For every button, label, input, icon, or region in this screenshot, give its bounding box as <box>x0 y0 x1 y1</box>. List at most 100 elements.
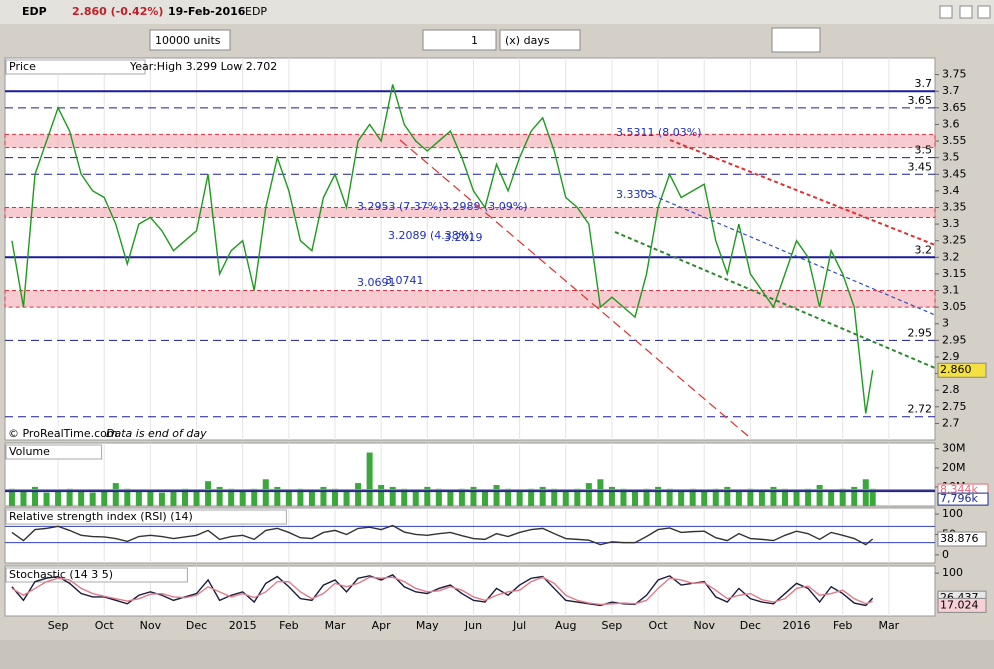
level-label: 3.5 <box>915 144 933 157</box>
series-line <box>11 84 874 414</box>
x-tick-label: Feb <box>279 619 298 632</box>
quote: 2.860 (-0.42%) <box>72 5 163 18</box>
value-box <box>937 492 989 506</box>
y-tick-label: 100 <box>942 566 963 579</box>
bar <box>666 488 673 506</box>
bar <box>216 486 223 506</box>
y-tick-label: 20M <box>942 461 966 474</box>
bar <box>493 485 500 506</box>
x-tick-label: Feb <box>833 619 852 632</box>
y-tick-label: 3.7 <box>942 84 960 97</box>
bar <box>782 488 788 506</box>
last-value-box <box>937 531 987 547</box>
y-tick-label: 30M <box>942 442 966 455</box>
bar <box>655 486 662 506</box>
x-tick-label: Nov <box>140 619 162 632</box>
period: 1 <box>471 34 478 47</box>
bar <box>689 488 696 506</box>
x-tick-label: Mar <box>878 619 899 632</box>
bar <box>869 488 876 506</box>
series-line <box>11 576 873 606</box>
title-bar <box>0 0 994 24</box>
bar <box>839 488 846 506</box>
units: 10000 units <box>155 34 221 47</box>
bar <box>262 479 269 506</box>
exchange: EDP <box>245 5 267 18</box>
y-tick-label: 3.5 <box>942 151 960 164</box>
panel-header <box>5 509 287 525</box>
x-tick-label: Sep <box>602 619 623 632</box>
x-tick-label: Nov <box>693 619 715 632</box>
bar <box>135 490 142 506</box>
y-tick-label: 3.05 <box>942 300 967 313</box>
level-label: 3.45 <box>908 160 933 173</box>
series-line <box>11 524 874 546</box>
zone <box>4 206 936 218</box>
bar <box>585 483 592 506</box>
bar <box>735 490 742 506</box>
bar <box>101 490 108 506</box>
bar <box>320 486 327 506</box>
maximize[interactable] <box>959 5 973 19</box>
x-tick-label: Oct <box>649 619 669 632</box>
y-tick-label: 3.15 <box>942 267 967 280</box>
period-input[interactable] <box>422 29 497 51</box>
minimize[interactable] <box>939 5 953 19</box>
bar <box>678 490 685 506</box>
close[interactable] <box>977 5 991 19</box>
period-unit-select[interactable] <box>499 29 581 51</box>
panel-title: Volume <box>9 445 50 458</box>
bar <box>355 483 362 506</box>
price-panel <box>4 57 936 441</box>
bar <box>182 488 188 506</box>
x-tick-label: 2015 <box>229 619 257 632</box>
panel-title: Price <box>9 60 36 73</box>
annotation: 3.5311 (8.03%) <box>616 126 702 139</box>
symbol: EDP <box>22 5 47 18</box>
level-label: 3.2 <box>915 243 933 256</box>
y-tick-label: 3 <box>942 317 949 330</box>
trend-lines <box>399 139 936 437</box>
bar <box>597 479 604 506</box>
y-tick-label: 3.25 <box>942 234 967 247</box>
bar <box>608 486 615 506</box>
chart-type-button[interactable] <box>771 27 821 53</box>
bar <box>701 490 708 506</box>
bar <box>447 490 454 506</box>
period-unit: (x) days <box>505 34 550 47</box>
bar <box>308 490 315 506</box>
bar <box>458 488 465 506</box>
bar <box>124 488 131 506</box>
x-tick-label: Sep <box>48 619 69 632</box>
last-value-box <box>937 362 987 378</box>
bar <box>228 488 235 506</box>
bar <box>66 488 73 506</box>
y-tick-label: 2.9 <box>942 350 960 363</box>
annotation: 3.2089 (4.38%) <box>388 229 474 242</box>
bar <box>55 490 62 506</box>
y-tick-label: 3.1 <box>942 284 960 297</box>
x-tick-label: 2016 <box>783 619 811 632</box>
bar <box>747 488 754 506</box>
bar <box>8 488 15 506</box>
bar <box>343 490 350 506</box>
units-select[interactable] <box>149 29 231 51</box>
bar <box>828 490 835 506</box>
bar <box>505 488 512 506</box>
y-tick-label: 3.2 <box>942 250 960 263</box>
bar <box>551 488 558 506</box>
bar <box>643 488 650 506</box>
bar <box>170 490 177 506</box>
watermark: © ProRealTime.com <box>8 427 118 440</box>
level-label: 2.72 <box>908 403 933 416</box>
x-tick-label: May <box>416 619 439 632</box>
zone <box>4 133 936 149</box>
x-tick-label: Dec <box>740 619 761 632</box>
y-tick-label: 2.7 <box>942 416 960 429</box>
last-value-label: 17.024 <box>940 598 979 611</box>
x-tick-label: Aug <box>555 619 576 632</box>
date: 19-Feb-2016 <box>168 5 246 18</box>
bar <box>32 486 38 506</box>
bar <box>862 479 869 506</box>
bar <box>389 486 396 506</box>
